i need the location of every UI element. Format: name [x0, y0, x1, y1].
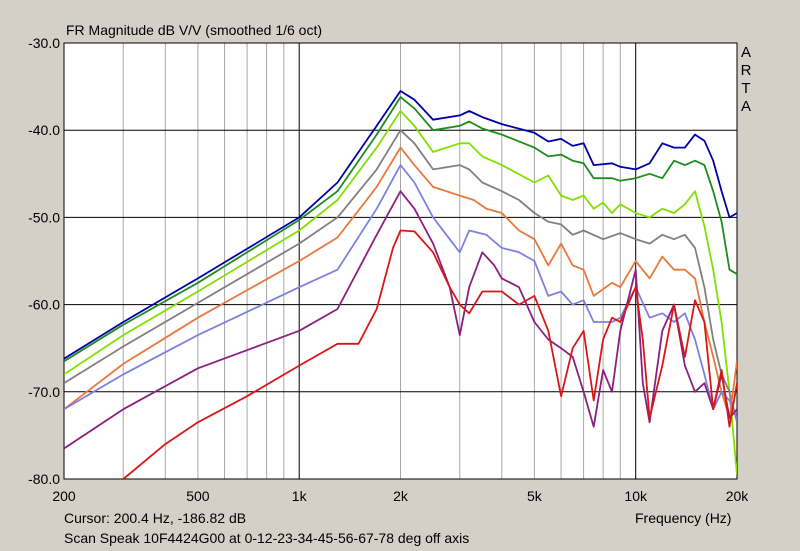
- x-tick-label: 5k: [527, 488, 543, 504]
- series-line-4: [64, 129, 737, 423]
- x-tick-label: 20k: [726, 488, 750, 504]
- cursor-readout: Cursor: 200.4 Hz, -186.82 dB: [64, 510, 247, 526]
- y-tick-label: -60.0: [28, 297, 60, 313]
- y-tick-label: -50.0: [28, 209, 60, 225]
- series-line-5: [64, 146, 737, 419]
- measurement-caption: Scan Speak 10F4424G00 at 0-12-23-34-45-5…: [64, 530, 470, 546]
- brand-label: A R T A: [739, 44, 753, 116]
- brand-letter: R: [740, 62, 752, 79]
- chart-title: FR Magnitude dB V/V (smoothed 1/6 oct): [66, 22, 323, 38]
- y-tick-label: -70.0: [28, 384, 60, 400]
- x-tick-label: 1k: [292, 488, 308, 504]
- y-tick-label: -40.0: [28, 122, 60, 138]
- x-tick-label: 200: [52, 488, 76, 504]
- brand-letter: A: [740, 98, 751, 115]
- brand-letter: T: [741, 80, 751, 97]
- y-tick-label: -80.0: [28, 471, 60, 487]
- series-line-1: [64, 90, 737, 360]
- series-group: [64, 90, 737, 479]
- series-line-7: [64, 190, 737, 450]
- x-tick-label: 2k: [393, 488, 409, 504]
- x-tick-label: 500: [186, 488, 210, 504]
- x-tick-label: 10k: [624, 488, 648, 504]
- series-line-8: [122, 229, 737, 479]
- x-axis-label: Frequency (Hz): [635, 510, 732, 526]
- tick-labels: 200 500 1k 2k 5k 10k 20k -30.0 -40.0 -50.0 -60.0 -7…: [28, 35, 749, 504]
- series-line-3: [64, 110, 737, 475]
- series-line-2: [64, 96, 737, 363]
- y-tick-label: -30.0: [28, 35, 60, 51]
- brand-letter: A: [740, 44, 751, 61]
